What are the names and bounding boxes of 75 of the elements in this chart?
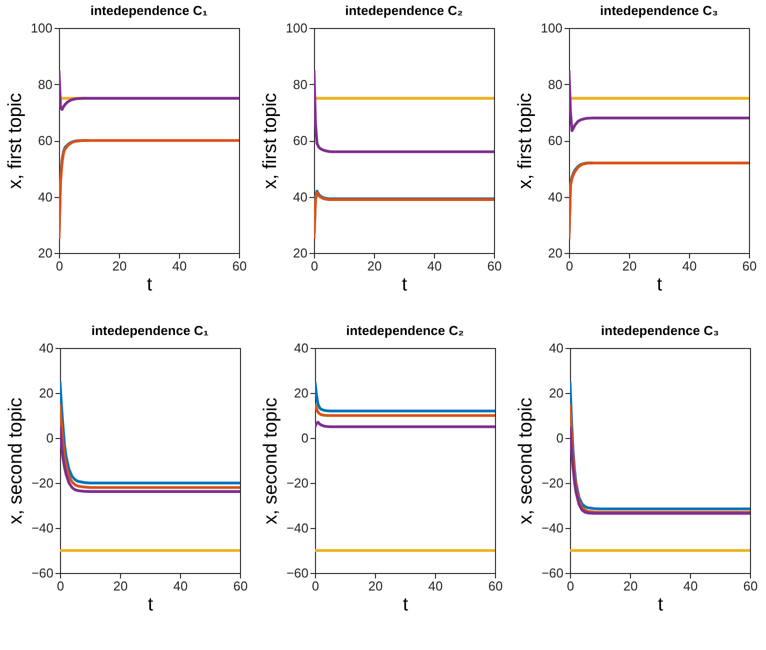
x-tick-label: 40	[173, 578, 188, 594]
y-tick-label: −60	[286, 566, 308, 580]
x-tick-label: 60	[743, 578, 758, 594]
y-axis-title: x, second topic	[515, 398, 536, 524]
x-tick-label: 60	[233, 578, 248, 594]
x-tick-label: 60	[232, 258, 247, 274]
x-axis-title: t	[146, 274, 153, 296]
x-axis-title: t	[402, 274, 408, 296]
y-tick-label: 20	[293, 246, 308, 260]
y-axis-title: x, second topic	[260, 398, 282, 524]
x-tick-label: 40	[428, 578, 443, 594]
y-tick-label: 20	[294, 386, 308, 400]
x-tick-label: 20	[368, 578, 383, 594]
x-tick-label: 40	[172, 258, 187, 274]
x-tick-label: 20	[367, 258, 382, 274]
y-tick-label: 60	[38, 133, 52, 148]
x-tick-label: 60	[487, 258, 502, 274]
x-tick-label: 0	[56, 258, 64, 274]
y-tick-label: −40	[286, 520, 308, 536]
y-tick-label: 80	[293, 76, 308, 92]
x-tick-label: 40	[682, 258, 697, 274]
chart-title: intedependence C₃	[600, 3, 718, 18]
x-tick-label: 20	[623, 578, 638, 594]
x-axis-title: t	[658, 594, 664, 616]
y-tick-label: −20	[31, 476, 54, 490]
y-tick-label: 40	[294, 340, 308, 356]
y-axis-title: x, first topic	[260, 92, 281, 190]
x-tick-label: 0	[566, 258, 574, 274]
x-tick-label: 0	[312, 578, 320, 594]
y-tick-label: −40	[31, 520, 54, 536]
chart-title: intedependence C₁	[90, 3, 208, 18]
x-tick-label: 40	[683, 578, 698, 594]
y-tick-label: 20	[39, 386, 54, 400]
y-tick-label: 100	[30, 20, 52, 36]
y-tick-label: 80	[38, 76, 52, 92]
x-tick-label: 20	[112, 258, 127, 274]
y-tick-label: 100	[286, 20, 308, 36]
x-tick-label: 0	[310, 258, 318, 274]
chart-title: intedependence C₂	[345, 3, 464, 18]
y-tick-label: 40	[549, 340, 564, 356]
y-tick-label: 80	[548, 76, 562, 92]
y-tick-label: 60	[548, 133, 562, 148]
x-tick-label: 20	[622, 258, 637, 274]
x-tick-label: 40	[427, 258, 442, 274]
y-tick-label: −20	[286, 476, 308, 490]
x-tick-label: 60	[488, 578, 503, 594]
y-tick-label: 20	[548, 246, 562, 260]
x-tick-label: 20	[113, 578, 128, 594]
y-tick-label: 40	[39, 340, 54, 356]
y-tick-label: 20	[38, 246, 52, 260]
chart-title: intedependence C₂	[346, 323, 464, 338]
y-tick-label: 0	[556, 430, 564, 446]
y-tick-label: −60	[541, 566, 564, 580]
chart-title: intedependence C₃	[601, 323, 719, 338]
x-tick-label: 0	[566, 578, 574, 594]
y-tick-label: 40	[38, 189, 52, 204]
x-axis-title: t	[402, 594, 409, 616]
x-tick-label: 60	[742, 258, 757, 274]
y-tick-label: 40	[293, 189, 308, 204]
y-tick-label: 20	[549, 386, 564, 400]
x-tick-label: 0	[56, 578, 64, 594]
y-tick-label: −60	[31, 566, 54, 580]
y-tick-label: 100	[540, 20, 562, 36]
y-axis-title: x, first topic	[514, 92, 536, 190]
y-tick-label: −20	[541, 476, 564, 490]
y-tick-label: 60	[293, 133, 308, 148]
y-tick-label: −40	[541, 520, 564, 536]
y-tick-label: 0	[46, 430, 54, 446]
y-axis-title: x, second topic	[5, 398, 26, 524]
x-axis-title: t	[148, 594, 154, 616]
y-tick-label: 40	[548, 189, 562, 204]
y-axis-title: x, first topic	[4, 92, 26, 190]
y-tick-label: 0	[301, 430, 308, 446]
x-axis-title: t	[656, 274, 663, 296]
chart-title: intedependence C₁	[91, 323, 209, 338]
